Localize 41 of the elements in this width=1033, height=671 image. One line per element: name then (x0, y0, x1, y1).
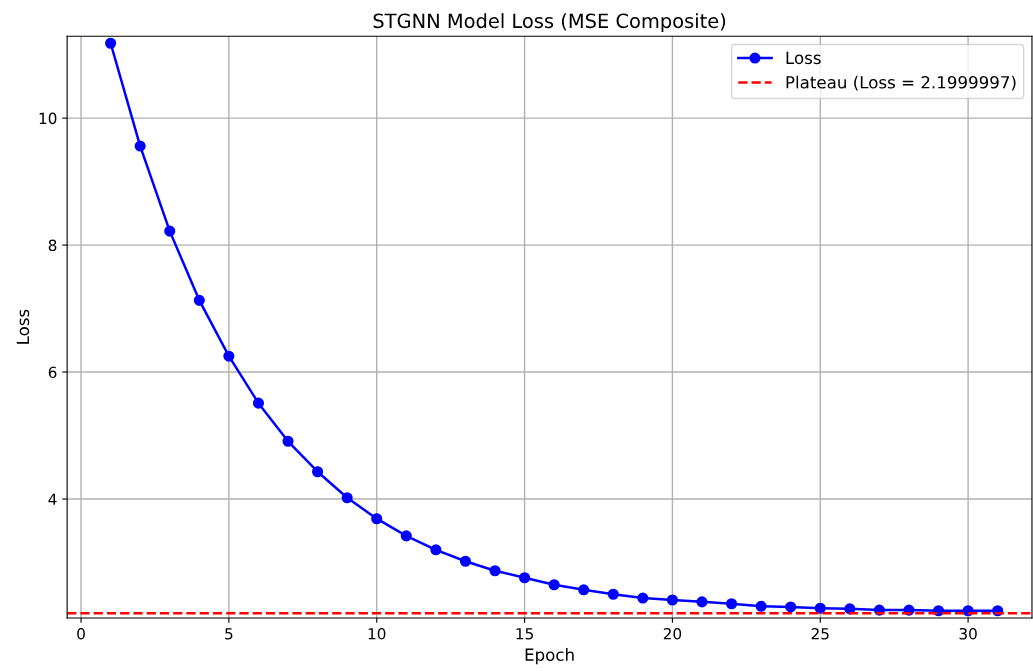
point (341, 492, 353, 504)
x-tick-label: 10 (368, 627, 386, 640)
point (755, 600, 767, 612)
point (430, 544, 442, 556)
x-tick-label: 15 (516, 628, 533, 640)
point (105, 37, 117, 49)
point (164, 225, 176, 237)
point (578, 584, 590, 596)
point (312, 466, 324, 478)
legend-label: Plateau (Loss = 2.1999997) (786, 75, 1016, 91)
point (400, 530, 412, 542)
point (193, 294, 205, 306)
y-tick-label: 6 (48, 366, 57, 379)
y-tick-label: 4 (48, 493, 57, 505)
point (607, 588, 619, 600)
y-tick-label: 10 (39, 112, 57, 125)
point (519, 572, 531, 584)
point (637, 592, 649, 604)
point (371, 513, 383, 525)
point (696, 596, 708, 608)
point (666, 594, 678, 606)
point (223, 350, 235, 362)
y-tick-label: 8 (48, 239, 57, 252)
x-tick-label: 20 (663, 627, 682, 640)
point (282, 435, 294, 447)
point (134, 140, 146, 152)
x-tick-label: 25 (811, 627, 829, 640)
legend-label: Loss (786, 51, 821, 65)
point (785, 601, 797, 613)
point (814, 602, 826, 614)
x-tick-label: 5 (225, 628, 233, 640)
y-axis-title: Loss (16, 309, 30, 344)
point (489, 565, 501, 577)
chart-title: STGNN Model Loss (MSE Composite) (373, 13, 726, 32)
point (548, 579, 560, 591)
x-tick-label: 0 (77, 627, 85, 640)
point (252, 397, 265, 409)
x-tick-label: 30 (959, 627, 977, 640)
point (459, 555, 471, 567)
x-axis-title: Epoch (525, 648, 574, 665)
point (725, 598, 738, 610)
